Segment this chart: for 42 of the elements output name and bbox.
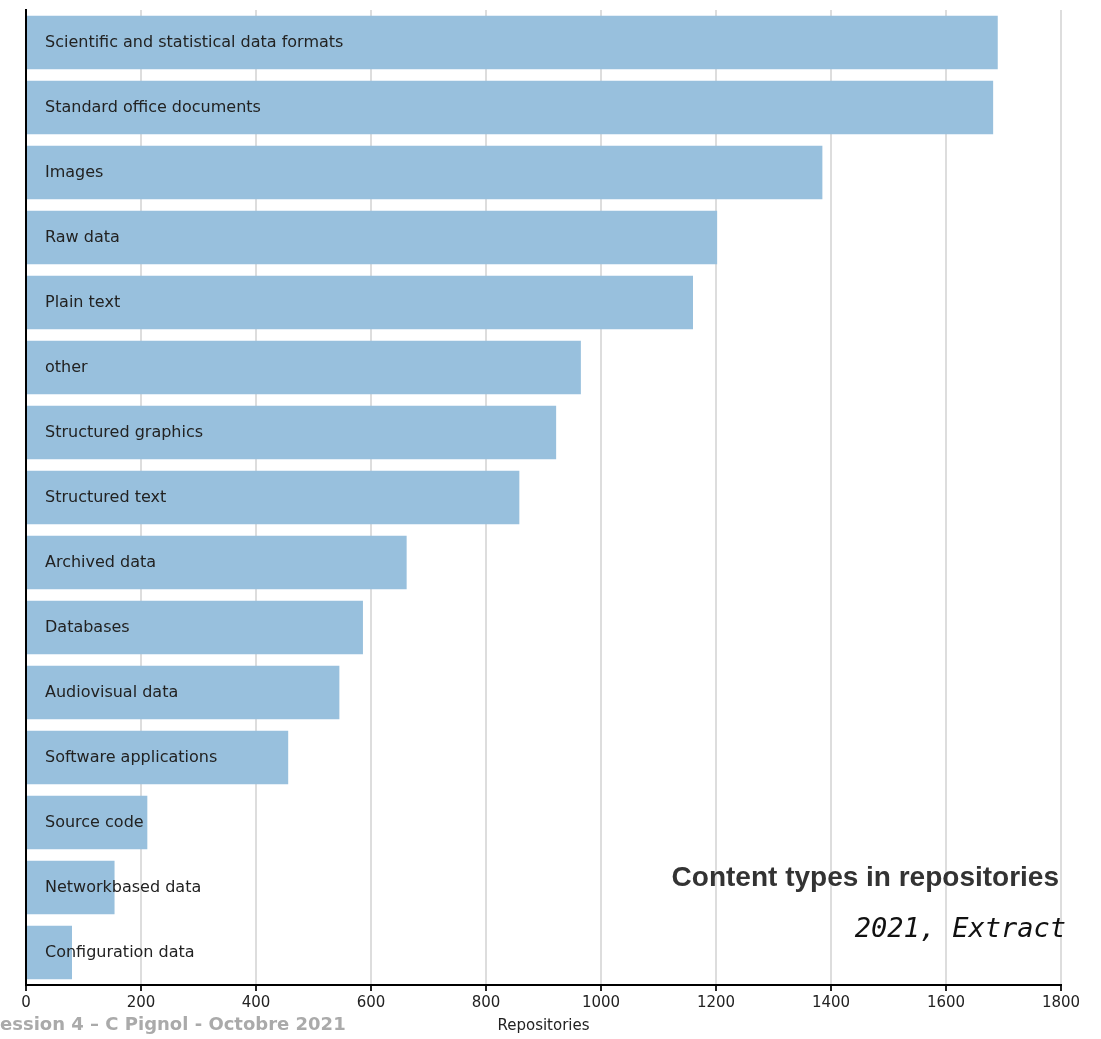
bar: [27, 600, 363, 655]
y-tick-label: Images: [45, 161, 104, 181]
bar: [27, 470, 520, 525]
y-tick-label: Plain text: [45, 291, 121, 311]
y-tick-label: other: [45, 356, 89, 376]
bar: [27, 535, 407, 590]
bar: [27, 730, 289, 785]
y-tick-label: Software applications: [45, 746, 218, 766]
y-tick-label: Databases: [45, 616, 130, 636]
x-tick-label: 1200: [696, 992, 736, 1011]
y-tick-label: Source code: [45, 811, 144, 831]
x-tick-label: 800: [471, 992, 501, 1011]
y-tick-label: Standard office documents: [45, 96, 261, 116]
y-tick-label: Configuration data: [45, 941, 195, 961]
x-tick-label: 400: [241, 992, 271, 1011]
text: 2021, Extract: [854, 912, 1066, 944]
text: ession 4 – C Pignol - Octobre 2021: [0, 1012, 346, 1034]
y-tick-label: Structured graphics: [45, 421, 204, 441]
bar: [27, 665, 340, 720]
y-tick-label: Archived data: [45, 551, 157, 571]
x-tick-label: 1400: [811, 992, 851, 1011]
bar: [27, 145, 823, 200]
bar: [27, 15, 998, 70]
bar: [27, 210, 718, 265]
x-tick-label: 1000: [581, 992, 621, 1011]
bar: [27, 340, 581, 395]
bar: [27, 80, 994, 135]
y-tick-label: Networkbased data: [45, 876, 202, 896]
y-tick-label: Raw data: [45, 226, 120, 246]
x-tick-label: 1800: [1041, 992, 1081, 1011]
y-tick-label: Audiovisual data: [45, 681, 179, 701]
x-axis-title: Repositories: [497, 1015, 590, 1034]
bar: [27, 275, 693, 330]
bar: [27, 795, 148, 850]
y-tick-label: Scientific and statistical data formats: [45, 31, 344, 51]
text: Content types in repositories: [671, 860, 1059, 892]
x-tick-label: 600: [356, 992, 386, 1011]
x-tick-label: 200: [126, 992, 156, 1011]
y-tick-label: Structured text: [45, 486, 167, 506]
x-tick-label: 1600: [926, 992, 966, 1011]
x-tick-label: 0: [21, 992, 31, 1011]
bar: [27, 405, 557, 460]
